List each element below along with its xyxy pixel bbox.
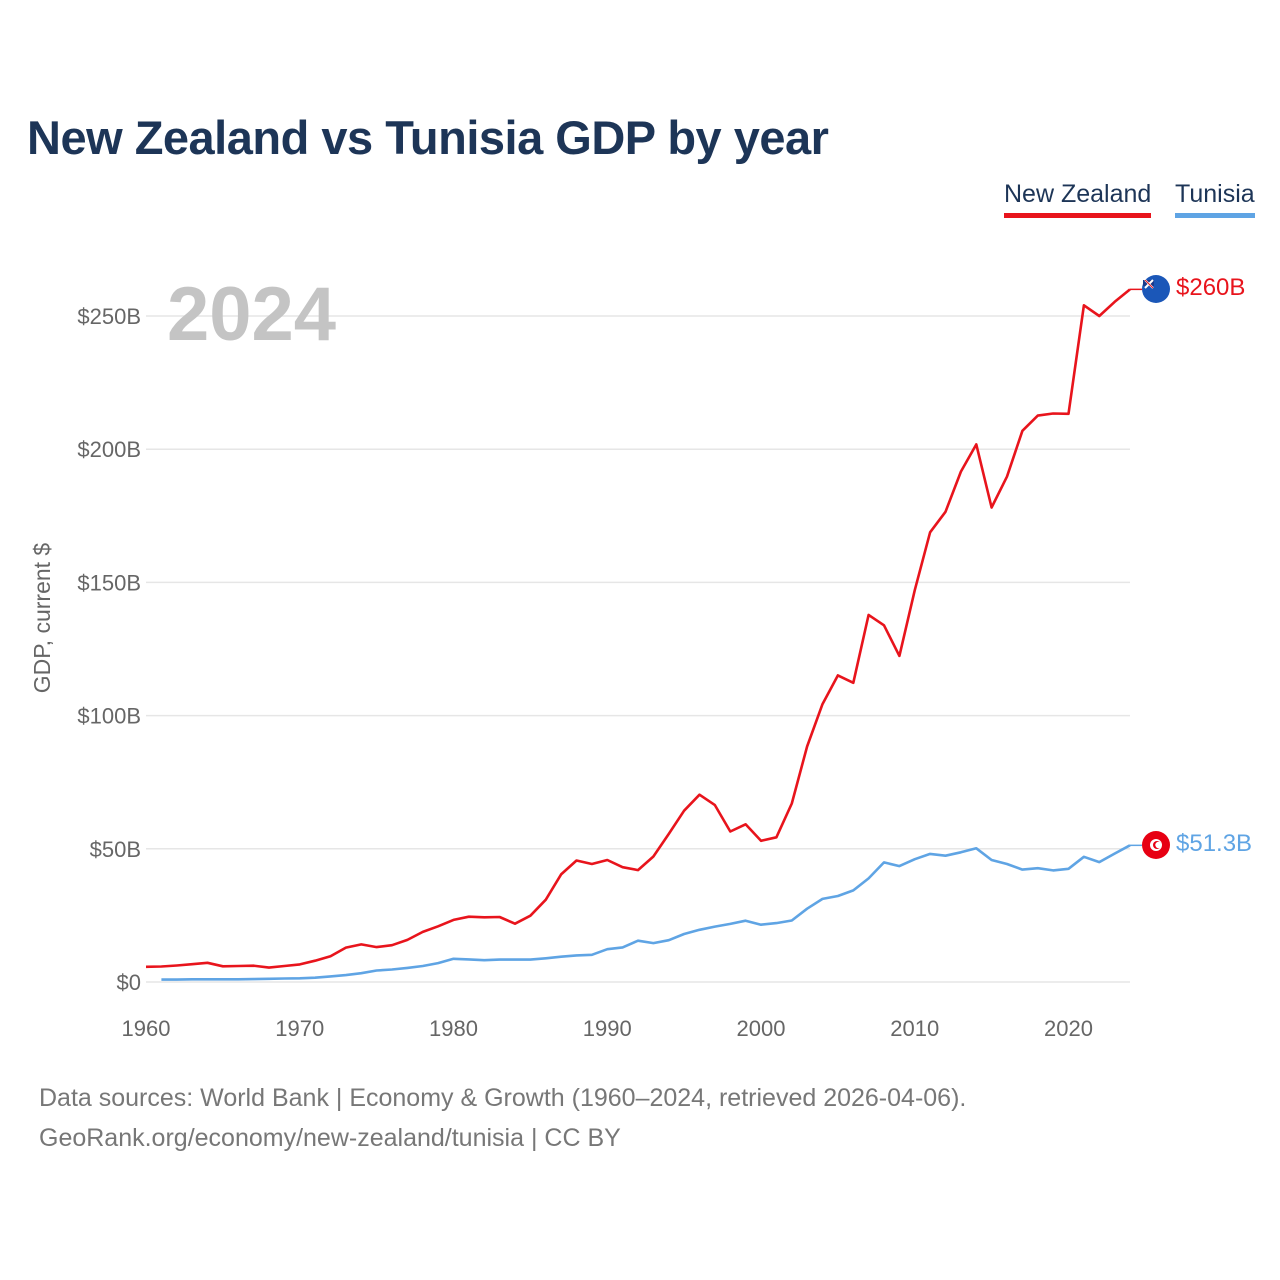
x-tick-label: 2020	[1044, 1016, 1093, 1041]
data-source-note: Data sources: World Bank | Economy & Gro…	[39, 1084, 967, 1112]
y-tick-label: $50B	[90, 837, 141, 862]
tunisia-end-value: $51.3B	[1176, 830, 1252, 857]
tunisia-series-line	[161, 844, 1131, 981]
series-lines	[145, 288, 1142, 981]
y-axis-ticks: $0 $50B $100B $150B $200B $250B	[77, 304, 141, 995]
y-axis-label: GDP, current $	[29, 543, 55, 694]
new-zealand-end-value: $260B	[1176, 274, 1245, 301]
legend-item-new-zealand[interactable]: New Zealand	[1004, 180, 1152, 218]
x-tick-label: 1990	[583, 1016, 632, 1041]
x-tick-label: 1980	[429, 1016, 478, 1041]
y-tick-label: $150B	[77, 570, 141, 595]
x-tick-label: 1960	[122, 1016, 171, 1041]
gridlines	[146, 315, 1130, 983]
y-tick-label: $100B	[77, 704, 141, 729]
x-tick-label: 2000	[737, 1016, 786, 1041]
y-tick-label: $200B	[77, 437, 141, 462]
legend-item-tunisia[interactable]: Tunisia	[1175, 180, 1255, 218]
source-link[interactable]: GeoRank.org/economy/new-zealand/tunisia …	[39, 1124, 621, 1152]
x-axis-ticks: 1960 1970 1980 1990 2000 2010 2020	[122, 1016, 1093, 1041]
new-zealand-flag-icon	[1142, 275, 1170, 303]
x-tick-label: 1970	[275, 1016, 324, 1041]
year-watermark: 2024	[167, 272, 336, 357]
new-zealand-series-line	[145, 288, 1131, 969]
y-tick-label: $250B	[77, 304, 141, 329]
x-tick-label: 2010	[890, 1016, 939, 1041]
tunisia-flag-icon	[1142, 831, 1170, 859]
page-title: New Zealand vs Tunisia GDP by year	[27, 111, 829, 164]
y-tick-label: $0	[117, 970, 141, 995]
